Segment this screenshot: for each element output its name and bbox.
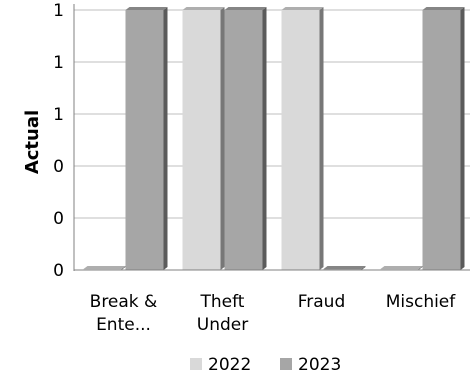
x-tick-label: Fraud: [298, 292, 346, 312]
legend: 2022 2023: [190, 355, 341, 375]
y-axis-title: Actual: [22, 110, 43, 174]
x-tick-label: Mischief: [386, 292, 457, 312]
legend-label: 2023: [298, 355, 341, 375]
legend-swatch: [280, 358, 292, 370]
bar-2023-1: [224, 7, 267, 270]
bars: [83, 7, 465, 270]
bar-2022-0: [83, 266, 126, 270]
legend-swatch: [190, 358, 202, 370]
y-tick-labels: 0 0 0 1 1 1: [53, 1, 64, 281]
legend-label: 2022: [208, 355, 251, 375]
y-tick-label: 0: [53, 157, 64, 177]
axes: [73, 4, 470, 271]
bar-2022-2: [281, 7, 324, 270]
y-tick-label: 0: [53, 209, 64, 229]
bar-2022-1: [182, 7, 225, 270]
bar-2022-3: [380, 266, 423, 270]
y-tick-label: 1: [53, 1, 64, 21]
x-tick-labels: Break & Ente... Theft Under Fraud Mischief: [90, 292, 457, 335]
bar-2023-2: [323, 266, 366, 270]
x-tick-label: Theft Under: [197, 292, 248, 335]
y-tick-label: 1: [53, 53, 64, 73]
bar-2023-0: [125, 7, 168, 270]
y-tick-label: 0: [53, 261, 64, 281]
x-tick-label: Break & Ente...: [90, 292, 158, 335]
y-tick-label: 1: [53, 105, 64, 125]
bar-2023-3: [422, 7, 465, 270]
